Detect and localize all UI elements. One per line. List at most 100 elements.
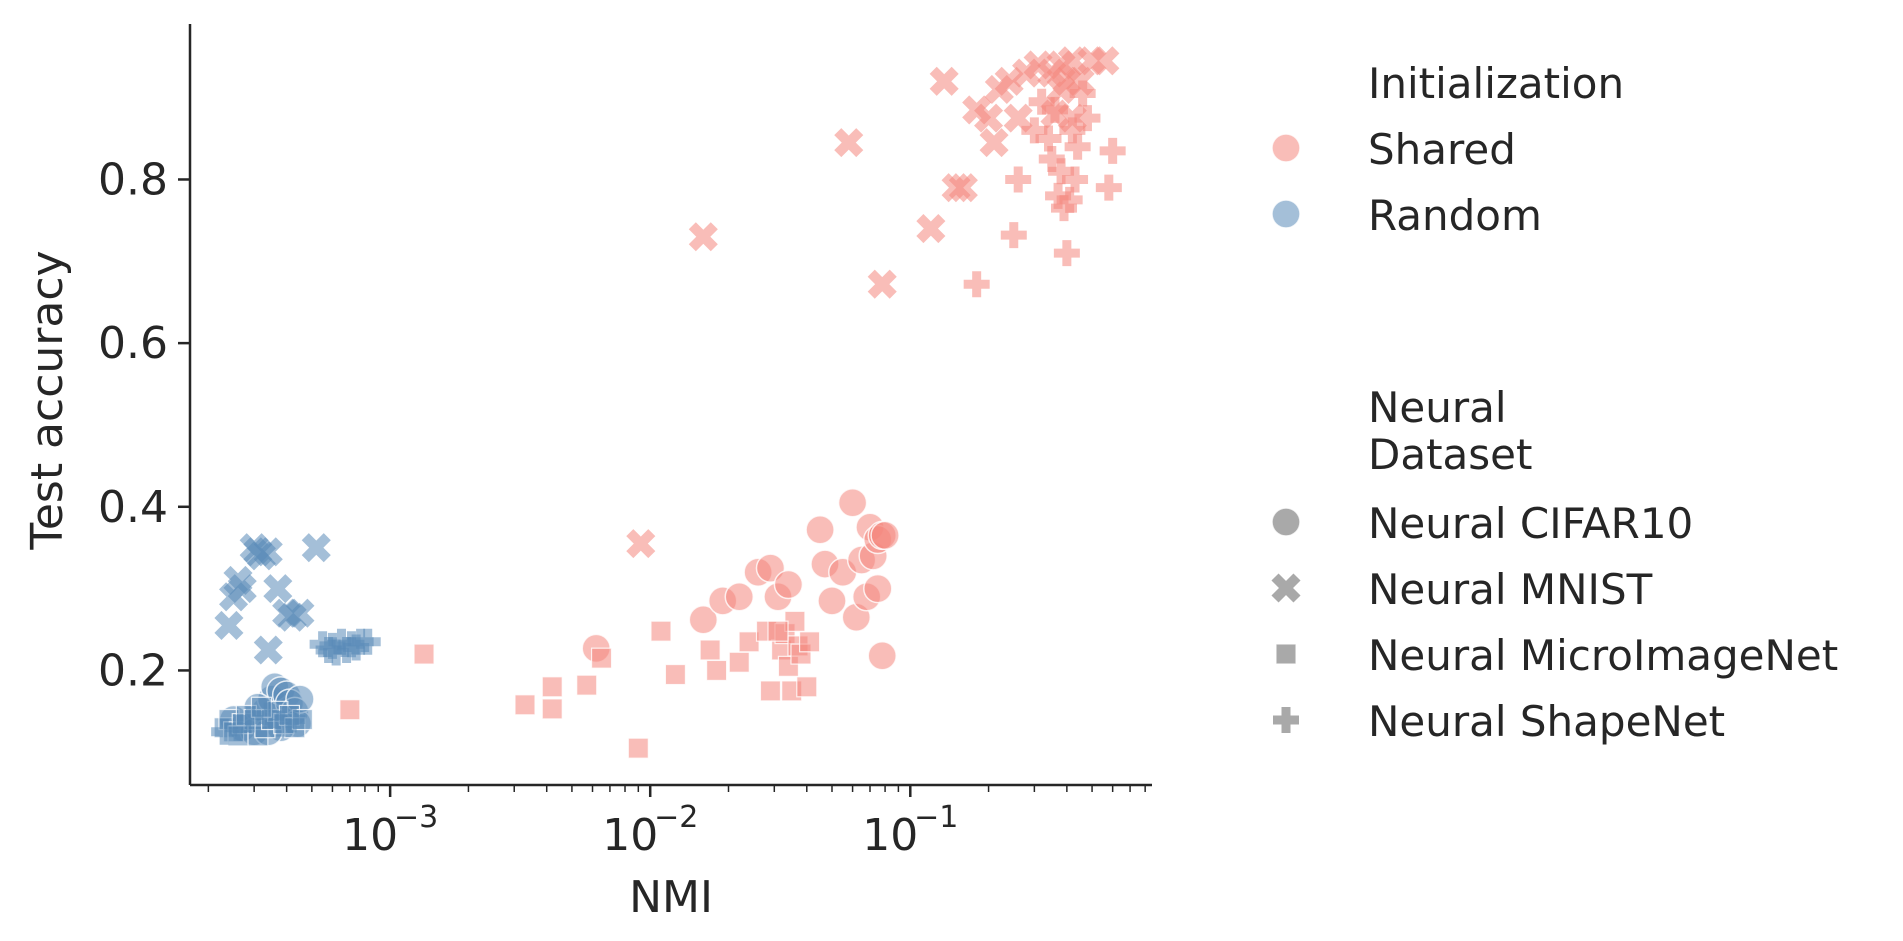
legend-label: Neural ShapeNet — [1368, 697, 1725, 746]
y-ticks: 0.2 0.4 0.6 0.8 — [98, 154, 190, 696]
legend-marker-square — [1275, 643, 1297, 665]
point-x — [1090, 46, 1120, 76]
point-circle — [724, 582, 755, 612]
point-circle — [817, 586, 847, 616]
point-x — [688, 222, 718, 252]
y-tick-label: 0.6 — [98, 318, 168, 369]
point-plus — [1064, 133, 1091, 160]
point-plus — [1045, 182, 1072, 209]
point-x — [1046, 50, 1076, 80]
point-plus — [1000, 222, 1027, 249]
point-x — [974, 103, 1004, 133]
legend-hue-title: Initialization — [1368, 59, 1624, 108]
point-x — [929, 66, 959, 96]
legend-style-title-line: Neural — [1368, 383, 1507, 432]
point-square — [576, 674, 598, 696]
x-tick-label-exponent: −3 — [394, 800, 438, 835]
point-square — [759, 680, 782, 702]
point-square — [339, 699, 361, 721]
point-plus — [1099, 137, 1126, 164]
y-tick-label: 0.8 — [98, 154, 168, 205]
point-square — [541, 698, 563, 720]
point-plus — [279, 706, 306, 733]
point-x — [253, 635, 283, 665]
point-square — [699, 639, 721, 661]
point-plus — [1041, 96, 1068, 123]
point-x — [948, 173, 978, 203]
point-square — [798, 631, 821, 653]
point-x — [626, 529, 656, 559]
x-tick-label: 10 — [602, 810, 658, 861]
legend-marker-shared — [1271, 133, 1301, 163]
point-circle — [867, 640, 897, 671]
x-tick-label: 10 — [862, 810, 918, 861]
legend-label: Neural MicroImageNet — [1368, 631, 1838, 680]
y-axis-label: Test accuracy — [22, 250, 73, 550]
point-square — [541, 676, 563, 698]
legend-marker-x — [1271, 573, 1301, 603]
point-x — [243, 537, 273, 567]
y-tick-label: 0.2 — [98, 645, 168, 696]
point-circle — [805, 514, 835, 545]
point-plus — [1028, 88, 1055, 115]
point-plus — [1095, 174, 1122, 201]
point-square — [664, 663, 687, 686]
x-tick-label: 10 — [342, 810, 398, 861]
legend-label: Neural CIFAR10 — [1368, 499, 1693, 548]
point-plus — [1005, 166, 1032, 193]
point-square — [706, 659, 728, 682]
point-plus — [1059, 117, 1086, 144]
point-plus — [963, 271, 990, 298]
point-plus — [1074, 105, 1101, 132]
y-tick-label: 0.4 — [98, 482, 168, 533]
legend-marker-random — [1271, 199, 1301, 229]
point-circle — [773, 569, 804, 600]
point-x — [285, 598, 315, 628]
point-circle — [688, 604, 719, 635]
legend-style-entries: Neural CIFAR10 Neural MNIST Neural MicroIm… — [1271, 499, 1838, 746]
point-x — [916, 214, 946, 244]
point-plus — [1038, 146, 1065, 173]
point-circle — [870, 520, 900, 551]
legend-label: Shared — [1368, 125, 1516, 174]
point-square — [728, 651, 750, 673]
legend-label: Neural MNIST — [1368, 565, 1653, 614]
point-x — [834, 128, 864, 158]
legend-marker-plus — [1273, 707, 1299, 733]
point-square — [413, 643, 435, 665]
point-square — [738, 631, 760, 653]
point-plus — [354, 628, 381, 655]
x-tick-label-exponent: −2 — [654, 800, 698, 835]
plot-area — [211, 46, 1126, 759]
legend-label: Random — [1368, 191, 1542, 240]
point-x — [1003, 103, 1033, 133]
legend: Initialization Shared Random Neural Datas… — [1271, 59, 1838, 746]
point-x — [979, 128, 1009, 158]
point-x — [214, 610, 244, 640]
point-square — [796, 676, 818, 698]
point-x — [867, 269, 897, 299]
point-square — [767, 620, 789, 642]
point-plus — [1053, 240, 1080, 267]
point-x — [994, 66, 1024, 96]
legend-hue-entries: Shared Random — [1271, 125, 1542, 240]
point-plus — [1069, 80, 1096, 107]
legend-marker-circle — [1271, 507, 1301, 537]
point-square — [650, 620, 672, 642]
point-square — [627, 737, 649, 759]
point-x — [941, 173, 971, 203]
x-tick-label-exponent: −1 — [914, 800, 958, 835]
x-axis-label: NMI — [629, 872, 713, 923]
point-plus — [1062, 166, 1089, 193]
legend-style-title-line: Dataset — [1368, 430, 1532, 479]
x-ticks: 10−3 10−2 10−1 — [207, 785, 1146, 861]
point-x — [227, 574, 257, 604]
point-x — [263, 574, 293, 604]
point-square — [514, 694, 536, 716]
legend-style-title: Neural Dataset — [1368, 383, 1532, 479]
point-square — [590, 647, 613, 669]
point-circle — [837, 487, 868, 518]
point-x — [301, 533, 331, 563]
point-circle — [863, 573, 893, 604]
